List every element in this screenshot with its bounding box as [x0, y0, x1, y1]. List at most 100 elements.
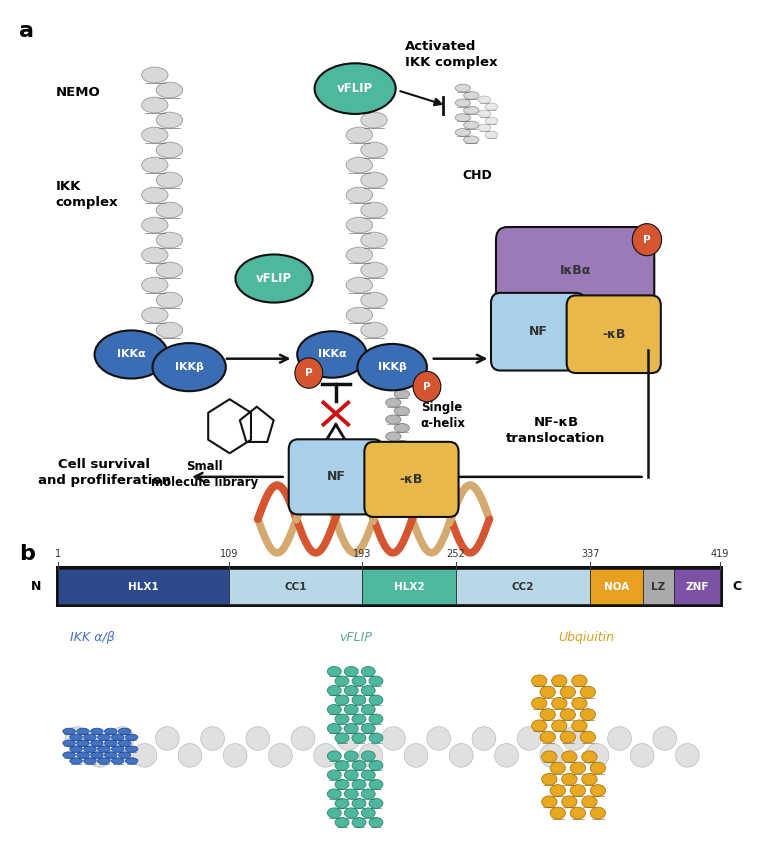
Ellipse shape [394, 407, 409, 415]
Ellipse shape [540, 709, 555, 721]
Ellipse shape [550, 785, 565, 797]
Circle shape [295, 358, 323, 388]
Ellipse shape [344, 723, 358, 733]
Ellipse shape [327, 685, 341, 695]
Ellipse shape [381, 727, 405, 750]
Ellipse shape [344, 770, 358, 780]
Text: b: b [19, 544, 36, 565]
Text: P: P [423, 381, 431, 392]
Ellipse shape [630, 744, 654, 767]
Text: C: C [733, 580, 742, 593]
Ellipse shape [104, 740, 117, 746]
Ellipse shape [369, 798, 383, 809]
Text: CC2: CC2 [512, 582, 534, 592]
Ellipse shape [352, 798, 366, 809]
Text: Ubqiuitin: Ubqiuitin [559, 630, 615, 644]
Ellipse shape [485, 117, 498, 125]
Ellipse shape [361, 203, 388, 218]
Ellipse shape [582, 796, 597, 808]
Ellipse shape [608, 727, 631, 750]
Text: -κB: -κB [602, 327, 625, 341]
Ellipse shape [357, 344, 427, 390]
Ellipse shape [562, 773, 577, 785]
Ellipse shape [369, 714, 383, 724]
Ellipse shape [581, 686, 595, 698]
Ellipse shape [346, 247, 373, 263]
Ellipse shape [464, 136, 479, 143]
Text: CHD: CHD [462, 169, 492, 181]
Text: HLX2: HLX2 [394, 582, 424, 592]
Text: a: a [19, 21, 34, 41]
Text: CC1: CC1 [284, 582, 306, 592]
Text: Cell survival
and profliferation: Cell survival and profliferation [38, 458, 171, 487]
Text: NF: NF [327, 470, 345, 484]
Ellipse shape [542, 751, 557, 763]
Ellipse shape [111, 758, 124, 764]
Ellipse shape [69, 746, 83, 752]
Text: Small
molecule library: Small molecule library [151, 460, 258, 489]
Ellipse shape [327, 751, 341, 761]
Ellipse shape [455, 99, 470, 106]
Ellipse shape [552, 720, 567, 732]
Ellipse shape [156, 262, 183, 278]
Ellipse shape [542, 796, 557, 808]
Text: 419: 419 [711, 549, 730, 559]
Ellipse shape [125, 758, 138, 764]
Ellipse shape [63, 752, 76, 758]
Ellipse shape [63, 728, 76, 734]
Ellipse shape [118, 740, 131, 746]
Ellipse shape [394, 424, 409, 432]
Text: HLX1: HLX1 [128, 582, 159, 592]
Ellipse shape [405, 744, 428, 767]
Ellipse shape [572, 675, 587, 687]
Ellipse shape [455, 128, 470, 136]
Ellipse shape [327, 705, 341, 715]
Ellipse shape [572, 720, 587, 732]
Ellipse shape [517, 727, 541, 750]
Ellipse shape [427, 727, 451, 750]
Ellipse shape [223, 744, 247, 767]
Ellipse shape [591, 785, 605, 797]
Text: IKKβ: IKKβ [174, 362, 204, 372]
Text: -κB: -κB [400, 473, 423, 486]
Ellipse shape [449, 744, 473, 767]
Ellipse shape [361, 172, 388, 188]
Ellipse shape [90, 752, 103, 758]
Text: 337: 337 [581, 549, 600, 559]
Ellipse shape [532, 720, 547, 732]
Ellipse shape [155, 727, 179, 750]
Ellipse shape [562, 751, 577, 763]
Ellipse shape [344, 685, 358, 695]
Ellipse shape [313, 744, 337, 767]
Ellipse shape [156, 142, 183, 158]
Ellipse shape [361, 789, 375, 799]
FancyBboxPatch shape [496, 227, 655, 313]
Ellipse shape [90, 728, 103, 734]
Ellipse shape [97, 734, 110, 740]
Ellipse shape [133, 744, 157, 767]
Ellipse shape [344, 667, 358, 677]
Ellipse shape [361, 808, 375, 818]
FancyBboxPatch shape [491, 293, 585, 371]
Ellipse shape [156, 292, 183, 308]
Ellipse shape [542, 773, 557, 785]
Ellipse shape [335, 817, 349, 827]
Bar [674, 569, 720, 604]
Ellipse shape [65, 727, 89, 750]
Ellipse shape [141, 97, 168, 113]
Text: NF-κB
translocation: NF-κB translocation [506, 416, 605, 445]
Ellipse shape [141, 157, 168, 173]
Ellipse shape [344, 751, 358, 761]
Text: NOA: NOA [604, 582, 629, 592]
Ellipse shape [352, 733, 366, 743]
Ellipse shape [97, 746, 110, 752]
Ellipse shape [369, 779, 383, 789]
Ellipse shape [361, 770, 375, 780]
Ellipse shape [104, 752, 117, 758]
Ellipse shape [76, 740, 90, 746]
Text: LZ: LZ [652, 582, 665, 592]
Ellipse shape [335, 676, 349, 686]
Text: vFLIP: vFLIP [337, 82, 373, 95]
Ellipse shape [346, 277, 373, 293]
Ellipse shape [141, 187, 168, 203]
